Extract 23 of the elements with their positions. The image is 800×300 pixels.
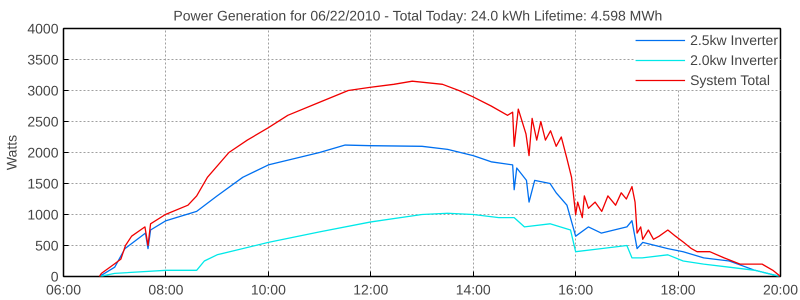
y-tick-label: 4000 bbox=[27, 20, 59, 36]
y-tick-label: 2000 bbox=[27, 144, 59, 160]
x-tick-label: 06:00 bbox=[46, 282, 82, 298]
legend-label: 2.5kw Inverter bbox=[690, 32, 778, 48]
y-tick-label: 3000 bbox=[27, 82, 59, 98]
x-tick-label: 18:00 bbox=[660, 282, 696, 298]
legend-label: System Total bbox=[690, 72, 770, 88]
x-tick-label: 16:00 bbox=[558, 282, 594, 298]
x-tick-label: 08:00 bbox=[148, 282, 184, 298]
y-tick-label: 3500 bbox=[27, 52, 59, 68]
y-tick-label: 1500 bbox=[27, 176, 59, 192]
x-tick-label: 14:00 bbox=[456, 282, 491, 298]
line-series bbox=[98, 212, 780, 276]
y-tick-label: 500 bbox=[35, 238, 59, 254]
y-axis-title: Watts bbox=[3, 134, 20, 170]
y-tick-label: 2500 bbox=[27, 114, 59, 130]
x-tick-label: 20:00 bbox=[762, 282, 798, 298]
chart-title: Power Generation for 06/22/2010 - Total Today: 24.0 kWh Lifetime: 4.598 MWh bbox=[173, 8, 662, 24]
x-tick-label: 12:00 bbox=[353, 282, 389, 298]
y-tick-label: 0 bbox=[50, 268, 59, 284]
x-tick-label: 10:00 bbox=[250, 282, 286, 298]
legend-label: 2.0kw Inverter bbox=[690, 52, 778, 68]
y-tick-label: 1000 bbox=[27, 206, 59, 222]
